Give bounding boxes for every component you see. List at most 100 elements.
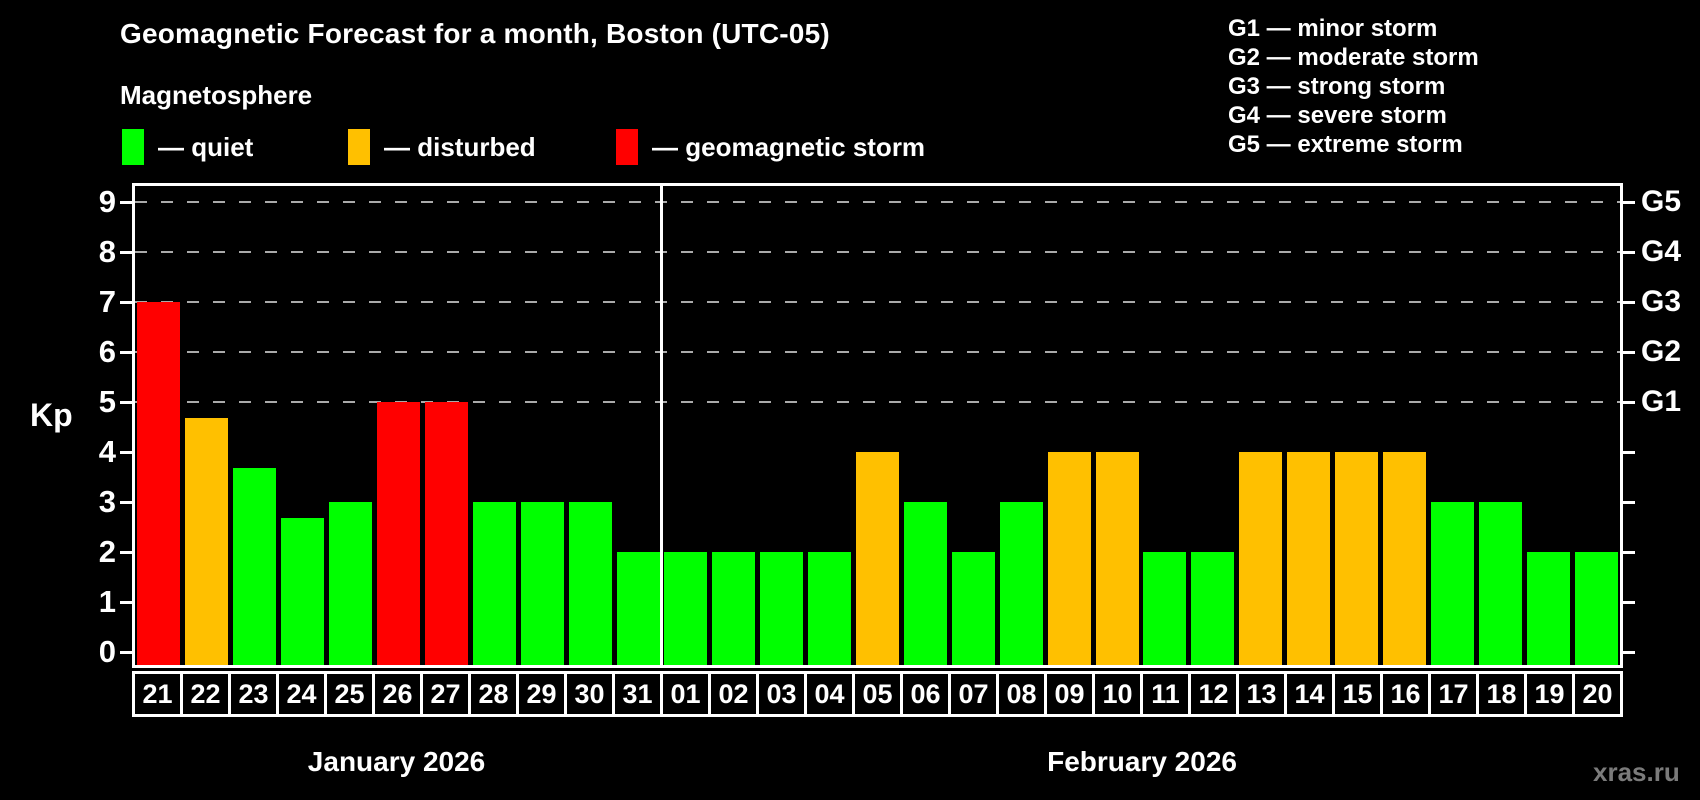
day-cell-20: 20	[1575, 671, 1623, 717]
right-tick-kp0	[1623, 651, 1635, 654]
bar-slot-07	[949, 186, 997, 665]
y-tick-label-2: 2	[98, 534, 116, 569]
gridline-kp9	[135, 201, 1620, 203]
right-tick-kp9	[1623, 201, 1635, 204]
plot-area	[132, 183, 1623, 668]
kp-bar-26	[376, 402, 420, 665]
day-cell-25: 25	[327, 671, 375, 717]
day-cell-26: 26	[375, 671, 423, 717]
day-cell-13: 13	[1239, 671, 1287, 717]
chart-title: Geomagnetic Forecast for a month, Boston…	[120, 18, 830, 49]
kp-bar-06	[903, 502, 947, 665]
right-tick-kp3	[1623, 501, 1635, 504]
month-separator	[660, 186, 664, 665]
right-tick-kp4	[1623, 451, 1635, 454]
kp-bar-29	[520, 502, 564, 665]
kp-bar-15	[1335, 452, 1379, 665]
bar-slot-24	[279, 186, 327, 665]
kp-bar-24	[281, 518, 325, 665]
bar-slot-08	[997, 186, 1045, 665]
day-cell-01: 01	[663, 671, 711, 717]
bar-slot-23	[231, 186, 279, 665]
month-label: February 2026	[1047, 746, 1237, 777]
bar-slot-29	[518, 186, 566, 665]
day-cell-15: 15	[1335, 671, 1383, 717]
left-tick-kp6	[120, 351, 132, 354]
left-tick-kp2	[120, 551, 132, 554]
gridline-kp6	[135, 351, 1620, 353]
day-cell-02: 02	[711, 671, 759, 717]
kp-bar-16	[1383, 452, 1427, 665]
kp-bar-28	[472, 502, 516, 665]
g-axis-label-g4: G4	[1641, 235, 1682, 268]
day-cell-16: 16	[1383, 671, 1431, 717]
bar-slot-30	[566, 186, 614, 665]
day-cell-18: 18	[1479, 671, 1527, 717]
gridline-kp7	[135, 301, 1620, 303]
y-tick-label-4: 4	[98, 434, 116, 469]
bar-slot-06	[902, 186, 950, 665]
day-labels-row: 21 22 23 24 25 26 27 28 29 30 31 01 02 03 04 05 06 07 08 09…	[132, 671, 1623, 717]
y-tick-label-3: 3	[98, 484, 116, 519]
bar-slot-05	[854, 186, 902, 665]
bar-slot-11	[1141, 186, 1189, 665]
right-tick-kp8	[1623, 251, 1635, 254]
day-cell-04: 04	[807, 671, 855, 717]
kp-bar-09	[1047, 452, 1091, 665]
bar-slot-31	[614, 186, 662, 665]
bars-row	[135, 186, 1620, 665]
kp-bar-03	[760, 552, 804, 665]
legend-item-label: — disturbed	[384, 132, 536, 162]
day-cell-12: 12	[1191, 671, 1239, 717]
chart-subtitle: Magnetosphere	[120, 80, 313, 110]
day-cell-24: 24	[279, 671, 327, 717]
day-cell-29: 29	[519, 671, 567, 717]
kp-bar-25	[329, 502, 373, 665]
kp-bar-10	[1095, 452, 1139, 665]
watermark: xras.ru	[1593, 757, 1680, 787]
g-scale-legend: G1 — minor storm G2 — moderate storm G3 — …	[1228, 14, 1479, 159]
bar-slot-10	[1093, 186, 1141, 665]
y-tick-label-8: 8	[98, 234, 116, 269]
day-cell-03: 03	[759, 671, 807, 717]
y-tick-label-0: 0	[98, 634, 116, 669]
day-cell-14: 14	[1287, 671, 1335, 717]
bar-slot-15	[1333, 186, 1381, 665]
kp-bar-05	[856, 452, 900, 665]
left-tick-kp9	[120, 201, 132, 204]
g-legend-line-g4: G4 — severe storm	[1228, 102, 1447, 129]
left-tick-kp8	[120, 251, 132, 254]
left-tick-kp7	[120, 301, 132, 304]
bar-slot-28	[470, 186, 518, 665]
right-tick-kp1	[1623, 601, 1635, 604]
gridline-kp5	[135, 401, 1620, 403]
kp-bar-27	[424, 402, 468, 665]
legend-item-disturbed: — disturbed	[348, 128, 536, 166]
storm-swatch	[616, 129, 638, 165]
bar-slot-26	[375, 186, 423, 665]
bar-slot-17	[1428, 186, 1476, 665]
month-label: January 2026	[307, 746, 486, 777]
bar-slot-18	[1476, 186, 1524, 665]
bar-slot-25	[327, 186, 375, 665]
day-cell-27: 27	[423, 671, 471, 717]
kp-bar-20	[1574, 552, 1618, 665]
day-cell-28: 28	[471, 671, 519, 717]
bar-slot-14	[1285, 186, 1333, 665]
kp-bar-30	[568, 502, 612, 665]
kp-bar-22	[185, 418, 229, 665]
bar-slot-19	[1524, 186, 1572, 665]
g-axis-label-g2: G2	[1641, 335, 1682, 368]
day-cell-11: 11	[1143, 671, 1191, 717]
left-tick-kp4	[120, 451, 132, 454]
right-tick-kp2	[1623, 551, 1635, 554]
left-tick-kp0	[120, 651, 132, 654]
g-legend-line-g3: G3 — strong storm	[1228, 73, 1446, 100]
left-tick-kp1	[120, 601, 132, 604]
bar-slot-03	[758, 186, 806, 665]
legend-item-storm: — geomagnetic storm	[616, 128, 925, 166]
g-axis-label-g3: G3	[1641, 285, 1682, 318]
kp-bar-02	[712, 552, 756, 665]
kp-bar-21	[137, 302, 181, 665]
y-tick-label-7: 7	[98, 284, 116, 319]
